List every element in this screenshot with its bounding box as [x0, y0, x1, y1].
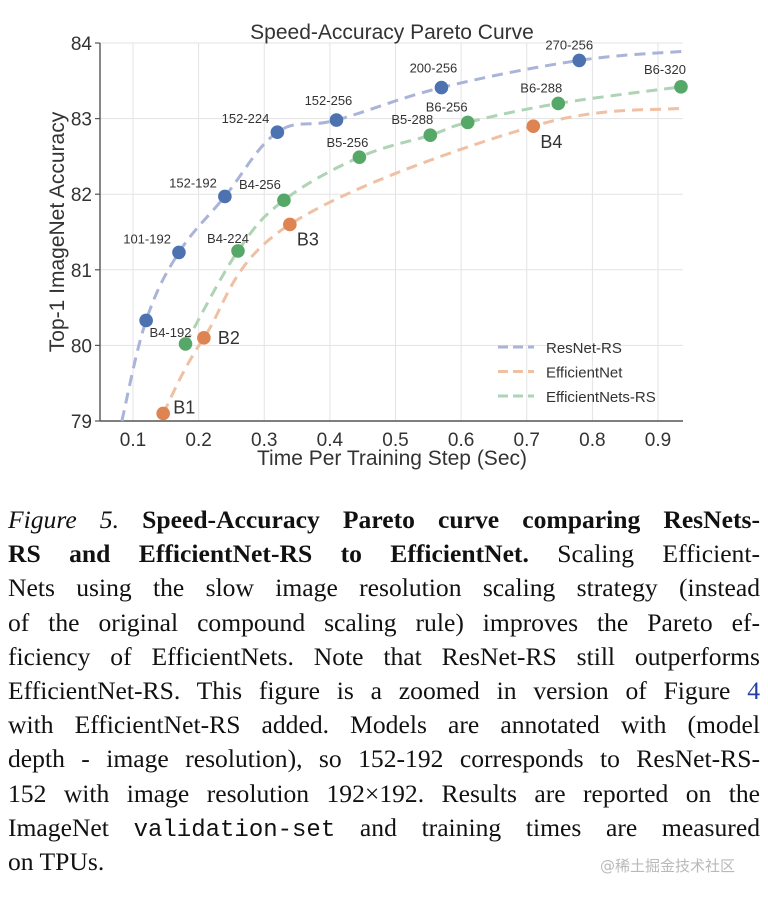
chart-title: Speed-Accuracy Pareto Curve	[250, 21, 534, 44]
x-tick-label: 0.8	[579, 430, 605, 451]
figure-reference-link[interactable]: 4	[747, 675, 760, 705]
point-label: B1	[173, 397, 195, 417]
x-tick-label: 0.2	[185, 430, 211, 451]
pareto-chart: 0.1 0.2 0.3 0.4 0.5 0.6 0.7 0.8 0.9798081828384 …	[46, 21, 688, 470]
point-label: 152-256	[305, 93, 353, 108]
caption-text: on TPUs.	[8, 846, 105, 876]
caption-text: ImageNet	[8, 812, 134, 842]
point-label: B3	[297, 229, 319, 249]
caption-line: EfficientNet-RS. This figure is a zoomed…	[8, 674, 760, 708]
legend-label: EfficientNet	[546, 365, 623, 382]
y-tick-label: 79	[71, 412, 92, 433]
caption-text: Scaling Efficient-	[528, 539, 760, 569]
caption-line: 152 with image resolution 192×192. Resul…	[8, 777, 760, 811]
caption-text	[119, 505, 142, 534]
point-label: B5-256	[326, 135, 368, 150]
y-tick-label: 84	[71, 34, 93, 55]
point-label: 270-256	[545, 37, 593, 52]
series-line-resnet-rs	[120, 49, 685, 422]
caption-text: Figure 5.	[8, 505, 120, 534]
caption-text: with EfficientNet-RS added. Models are a…	[8, 710, 760, 740]
figure-caption: Figure 5. Speed-Accuracy Pareto curve co…	[8, 503, 760, 879]
caption-text: Nets using the slow image resolution sca…	[8, 573, 760, 603]
caption-text: and training times are measured	[335, 812, 760, 842]
data-point	[434, 80, 449, 95]
point-label: 101-192	[123, 231, 171, 246]
caption-line: of the original compound scaling rule) i…	[8, 606, 760, 640]
data-point	[460, 115, 475, 130]
point-label: 152-192	[169, 175, 217, 190]
caption-line: Nets using the slow image resolution sca…	[8, 571, 760, 605]
point-label: B4	[540, 132, 562, 152]
x-tick-label: 0.6	[448, 430, 474, 451]
x-tick-label: 0.3	[251, 430, 277, 451]
caption-line: RS and EfficientNet-RS to EfficientNet. …	[8, 537, 760, 571]
caption-line: Figure 5. Speed-Accuracy Pareto curve co…	[8, 503, 760, 537]
series-points	[139, 53, 688, 421]
data-point	[139, 313, 153, 328]
data-point	[156, 406, 170, 421]
x-axis-label: Time Per Training Step (Sec)	[257, 447, 527, 470]
x-tick-label: 0.5	[382, 430, 408, 451]
x-tick-label: 0.7	[514, 430, 540, 451]
caption-line: ImageNet validation-set and training tim…	[8, 811, 760, 845]
data-point	[277, 193, 291, 208]
caption-text: RS and EfficientNet-RS to EfficientNet.	[8, 539, 529, 569]
point-label: B4-256	[239, 177, 281, 192]
caption-text: of the original compound scaling rule) i…	[8, 607, 760, 637]
caption-line: depth - image resolution), so 152-192 co…	[8, 742, 760, 776]
x-tick-label: 0.1	[120, 430, 146, 451]
point-label: 152-224	[222, 111, 270, 126]
y-tick-label: 83	[71, 110, 92, 131]
point-label: B4-192	[150, 325, 192, 340]
data-point	[172, 245, 186, 260]
caption-text: 152 with image resolution 192×192. Resul…	[8, 778, 760, 808]
watermark: @稀土掘金技术社区	[600, 857, 736, 875]
data-point	[270, 125, 285, 140]
data-point	[572, 53, 587, 68]
y-tick-label: 81	[71, 261, 92, 282]
caption-line: with EfficientNet-RS added. Models are a…	[8, 708, 760, 742]
y-axis-label: Top-1 ImageNet Accuracy	[46, 111, 69, 352]
caption-text: ficiency of EfficientNets. Note that Res…	[8, 641, 760, 671]
data-point	[178, 337, 193, 351]
x-tick-label: 0.9	[645, 430, 671, 451]
caption-text: Speed-Accuracy Pareto curve comparing Re…	[142, 505, 760, 534]
data-point	[231, 244, 245, 258]
point-label: 200-256	[410, 61, 458, 76]
point-label: B6-288	[520, 80, 562, 95]
data-point	[674, 80, 688, 94]
caption-text: validation-set	[133, 816, 336, 844]
point-label: B6-256	[426, 99, 468, 114]
point-label: B5-288	[391, 112, 433, 127]
caption-line: on TPUs.	[8, 845, 760, 879]
x-tick-label: 0.4	[317, 430, 344, 451]
legend-label: ResNet-RS	[546, 340, 622, 357]
legend: ResNet-RS EfficientNet EfficientNets-RS	[498, 340, 656, 406]
data-point	[551, 96, 566, 111]
chart-container: 0.1 0.2 0.3 0.4 0.5 0.6 0.7 0.8 0.9 79 80 81 82 83 84 …	[46, 21, 688, 470]
data-point	[352, 150, 367, 164]
data-point	[526, 119, 541, 133]
data-point	[283, 217, 297, 232]
series-line-efficientnet	[161, 106, 685, 415]
data-point	[423, 128, 438, 143]
caption-line: ficiency of EfficientNets. Note that Res…	[8, 640, 760, 674]
data-point	[218, 189, 232, 204]
y-tick-label: 80	[71, 336, 92, 357]
legend-label: EfficientNets-RS	[546, 389, 656, 406]
point-label: B2	[218, 328, 240, 348]
caption-text: depth - image resolution), so 152-192 co…	[8, 744, 760, 774]
y-tick-label: 82	[71, 185, 92, 206]
point-labels: 101-192 152-192 152-224 152-256 200-256 270-2…	[123, 37, 686, 417]
data-point	[329, 113, 344, 127]
point-label: B6-320	[644, 62, 686, 77]
axes: 0.1 0.2 0.3 0.4 0.5 0.6 0.7 0.8 0.9 79 80 81 82 83 84	[71, 34, 683, 451]
data-point	[197, 331, 211, 345]
caption-text: EfficientNet-RS. This figure is a zoomed…	[8, 675, 748, 705]
point-label: B4-224	[207, 231, 249, 246]
